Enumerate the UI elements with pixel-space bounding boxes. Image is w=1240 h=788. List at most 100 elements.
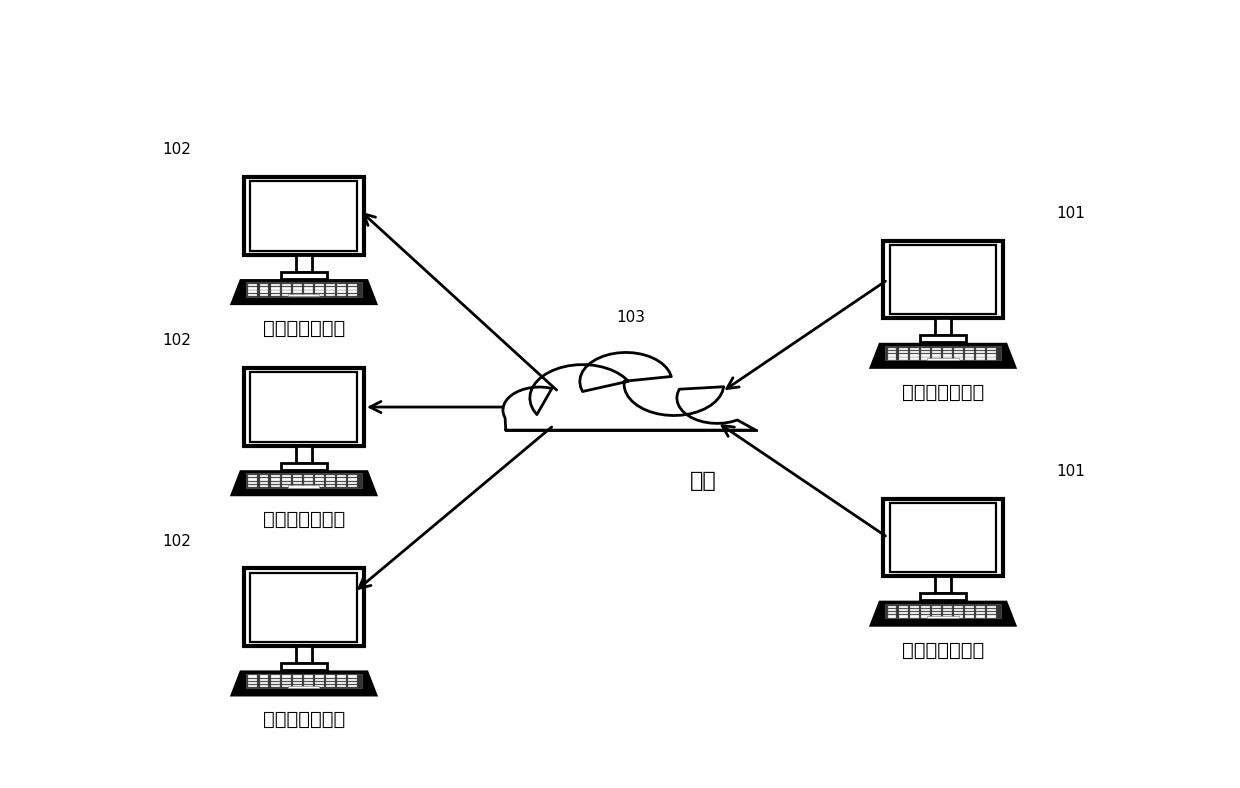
Polygon shape <box>270 284 279 286</box>
Polygon shape <box>932 615 941 618</box>
Polygon shape <box>348 287 357 289</box>
Polygon shape <box>281 463 327 470</box>
Polygon shape <box>932 609 941 611</box>
Polygon shape <box>954 354 963 356</box>
Polygon shape <box>259 291 268 293</box>
Polygon shape <box>348 481 357 484</box>
Polygon shape <box>289 686 320 688</box>
Polygon shape <box>965 354 975 356</box>
Polygon shape <box>348 294 357 296</box>
Polygon shape <box>899 605 908 608</box>
Polygon shape <box>889 503 997 572</box>
Polygon shape <box>248 478 258 481</box>
Polygon shape <box>348 678 357 681</box>
Polygon shape <box>259 685 268 687</box>
Polygon shape <box>348 685 357 687</box>
Polygon shape <box>315 675 324 678</box>
Polygon shape <box>942 605 952 608</box>
Polygon shape <box>954 605 963 608</box>
Polygon shape <box>987 354 996 356</box>
Polygon shape <box>270 478 279 481</box>
Polygon shape <box>932 351 941 353</box>
Polygon shape <box>315 287 324 289</box>
Polygon shape <box>954 348 963 350</box>
Polygon shape <box>248 675 258 678</box>
Polygon shape <box>888 354 897 356</box>
Polygon shape <box>921 609 930 611</box>
Polygon shape <box>293 287 301 289</box>
Polygon shape <box>326 675 335 678</box>
Polygon shape <box>337 291 346 293</box>
Polygon shape <box>246 282 362 297</box>
Polygon shape <box>976 348 986 350</box>
Polygon shape <box>293 685 301 687</box>
Circle shape <box>624 352 724 415</box>
Polygon shape <box>270 485 279 487</box>
Polygon shape <box>281 287 290 289</box>
Polygon shape <box>976 612 986 615</box>
Polygon shape <box>259 478 268 481</box>
Polygon shape <box>315 284 324 286</box>
Polygon shape <box>965 615 975 618</box>
Polygon shape <box>337 287 346 289</box>
Polygon shape <box>281 291 290 293</box>
Polygon shape <box>248 294 258 296</box>
Polygon shape <box>954 351 963 353</box>
Polygon shape <box>270 294 279 296</box>
Polygon shape <box>910 609 919 611</box>
Polygon shape <box>296 255 311 272</box>
Polygon shape <box>293 294 301 296</box>
Polygon shape <box>244 177 365 255</box>
Text: 103: 103 <box>616 310 645 325</box>
Polygon shape <box>281 294 290 296</box>
Polygon shape <box>965 351 975 353</box>
Polygon shape <box>348 284 357 286</box>
Polygon shape <box>259 678 268 681</box>
Polygon shape <box>315 682 324 684</box>
Circle shape <box>529 365 635 431</box>
Polygon shape <box>326 478 335 481</box>
Polygon shape <box>965 612 975 615</box>
Polygon shape <box>293 682 301 684</box>
Polygon shape <box>888 348 897 350</box>
Text: 第二计算机设备: 第二计算机设备 <box>263 319 345 338</box>
Polygon shape <box>248 481 258 484</box>
Polygon shape <box>246 674 362 688</box>
Polygon shape <box>976 609 986 611</box>
Polygon shape <box>899 612 908 615</box>
Polygon shape <box>246 474 362 488</box>
Polygon shape <box>315 678 324 681</box>
Polygon shape <box>348 475 357 478</box>
Polygon shape <box>910 612 919 615</box>
Polygon shape <box>326 678 335 681</box>
Polygon shape <box>888 609 897 611</box>
Polygon shape <box>987 358 996 360</box>
Polygon shape <box>326 475 335 478</box>
Polygon shape <box>910 354 919 356</box>
Polygon shape <box>281 478 290 481</box>
Polygon shape <box>920 336 966 342</box>
Polygon shape <box>250 373 357 441</box>
Polygon shape <box>976 358 986 360</box>
Polygon shape <box>965 605 975 608</box>
Circle shape <box>677 373 758 423</box>
Polygon shape <box>921 615 930 618</box>
Polygon shape <box>942 609 952 611</box>
Polygon shape <box>304 475 312 478</box>
Polygon shape <box>304 294 312 296</box>
Polygon shape <box>976 354 986 356</box>
Polygon shape <box>965 609 975 611</box>
Polygon shape <box>270 291 279 293</box>
Polygon shape <box>921 605 930 608</box>
Polygon shape <box>920 593 966 600</box>
Polygon shape <box>281 475 290 478</box>
Polygon shape <box>270 481 279 484</box>
Polygon shape <box>889 245 997 314</box>
Polygon shape <box>270 685 279 687</box>
Polygon shape <box>293 284 301 286</box>
Polygon shape <box>326 682 335 684</box>
Polygon shape <box>954 612 963 615</box>
Polygon shape <box>293 475 301 478</box>
Polygon shape <box>987 351 996 353</box>
Polygon shape <box>293 481 301 484</box>
